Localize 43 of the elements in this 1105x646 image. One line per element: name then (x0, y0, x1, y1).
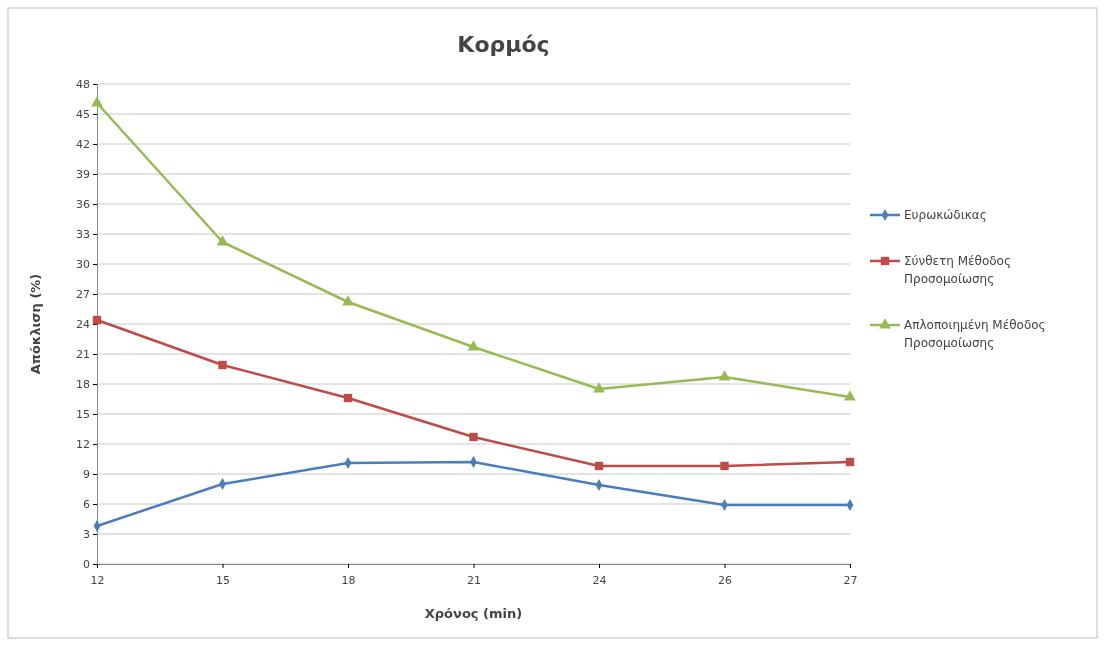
y-tick-label: 27 (76, 288, 90, 302)
point (594, 461, 604, 471)
y-tick-label: 12 (76, 438, 90, 452)
y-tick-label: 24 (76, 318, 90, 332)
y-tick-label: 9 (83, 468, 90, 482)
point (718, 370, 731, 381)
y-tick-label: 42 (76, 138, 90, 152)
legend-label: Σύνθετη Μέθοδος Προσομοίωσης (904, 254, 1011, 286)
y-tick-label: 36 (76, 198, 90, 212)
point (845, 457, 855, 467)
point (342, 295, 354, 306)
y-tick-label: 33 (76, 228, 90, 242)
y-tick-label: 6 (83, 498, 90, 512)
point (844, 390, 856, 401)
y-tick-label: 48 (76, 78, 90, 92)
point (92, 315, 102, 325)
x-tick-label: 27 (843, 574, 858, 588)
point (593, 382, 605, 393)
point (343, 393, 353, 403)
x-tick-label: 15 (216, 574, 230, 588)
x-tick-label: 18 (341, 574, 356, 588)
x-tick-label: 24 (592, 574, 607, 588)
point (218, 360, 227, 370)
legend-label: Απλοποιημένη Μέθοδος Προσομοίωσης (904, 318, 1046, 350)
x-axis-title: Χρόνος (min) (424, 606, 523, 621)
point (216, 235, 229, 246)
y-tick-label: 3 (83, 528, 90, 542)
point (91, 96, 103, 107)
y-tick-label: 18 (76, 378, 90, 392)
y-axis-title: Απόκλιση (%) (28, 273, 43, 375)
x-tick-label: 21 (467, 574, 481, 588)
point (469, 432, 478, 442)
x-tick-label: 26 (718, 574, 732, 588)
y-tick-label: 21 (76, 348, 90, 362)
point (720, 461, 729, 471)
y-tick-label: 39 (76, 168, 90, 182)
chart-title: Κορμός (457, 32, 550, 57)
y-tick-label: 0 (83, 558, 90, 572)
y-tick-label: 15 (76, 408, 90, 422)
point (467, 340, 480, 351)
y-tick-label: 45 (76, 108, 90, 122)
y-tick-label: 30 (76, 258, 90, 272)
legend-label: Ευρωκώδικας (904, 208, 987, 222)
